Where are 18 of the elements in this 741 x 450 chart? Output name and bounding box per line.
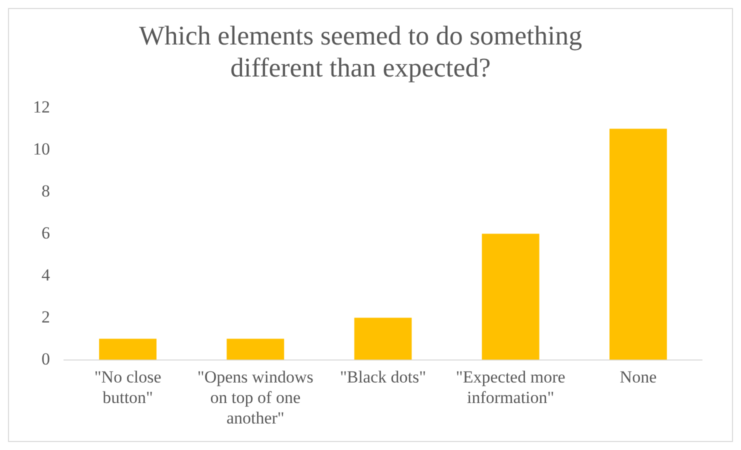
y-tick-label: 8 (42, 181, 50, 200)
bar (482, 234, 540, 360)
y-tick-label: 0 (42, 349, 50, 368)
x-tick-label: "Black dots" (340, 367, 426, 386)
x-tick-label: None (620, 367, 657, 386)
y-tick-label: 10 (33, 139, 50, 158)
y-tick-label: 4 (42, 265, 50, 284)
y-tick-label: 2 (42, 307, 50, 326)
x-tick-label: "No close button" (94, 367, 162, 407)
y-tick-label: 6 (42, 223, 50, 242)
bar (354, 318, 412, 360)
x-tick-label: "Expected more information" (456, 367, 566, 407)
bar (609, 128, 667, 360)
x-tick-label: "Opens windows on top of one another" (197, 367, 314, 428)
y-tick-label: 12 (33, 97, 50, 116)
bar (226, 338, 284, 360)
bar (99, 338, 157, 360)
chart-title: Which elements seemed to do something different than expected? (138, 20, 582, 83)
